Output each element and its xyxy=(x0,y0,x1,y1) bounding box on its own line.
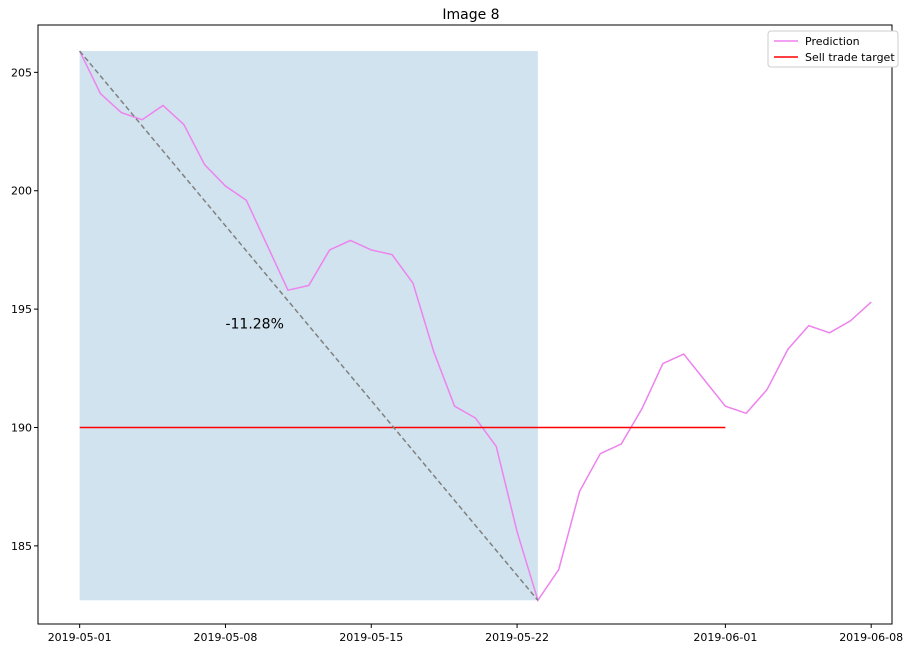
x-tick-label: 2019-06-08 xyxy=(839,631,903,644)
legend-label-1: Sell trade target xyxy=(805,51,895,64)
series-line-0 xyxy=(78,50,872,603)
x-tick-label: 2019-06-01 xyxy=(693,631,757,644)
y-tick-label: 205 xyxy=(11,66,32,79)
legend: Prediction Sell trade target xyxy=(767,30,899,68)
y-tick-label: 200 xyxy=(11,185,32,198)
x-tick-label: 2019-05-01 xyxy=(48,631,112,644)
y-tick-label: 185 xyxy=(11,540,32,553)
legend-box xyxy=(767,30,899,68)
x-tick-label: 2019-05-22 xyxy=(485,631,549,644)
x-tick-label: 2019-05-15 xyxy=(339,631,403,644)
plot-area-frame xyxy=(37,24,893,625)
legend-label-0: Prediction xyxy=(805,35,860,48)
annotation-label: -11.28% xyxy=(225,316,283,332)
y-tick-label: 190 xyxy=(11,421,32,434)
trend-line xyxy=(79,50,539,601)
x-tick-label: 2019-05-08 xyxy=(193,631,257,644)
chart-title: Image 8 xyxy=(442,7,499,23)
y-tick-label: 195 xyxy=(11,303,32,316)
